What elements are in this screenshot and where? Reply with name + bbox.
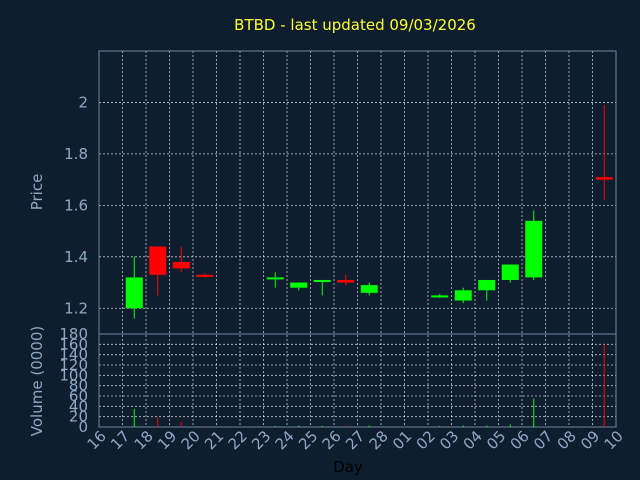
candle-body [172, 261, 190, 269]
candle-body [125, 277, 143, 309]
candle-body [454, 290, 472, 301]
candle-body [196, 274, 214, 277]
candle-body [290, 282, 308, 288]
x-tick-label: 21 [201, 427, 227, 453]
price-tick-label: 1.8 [64, 145, 88, 163]
price-tick-label: 1.4 [64, 248, 88, 266]
price-tick-label: 2 [78, 93, 88, 111]
candle-layer [125, 105, 613, 319]
volume-tick-label: 40 [69, 397, 88, 415]
x-tick-label: 08 [554, 427, 580, 453]
volume-tick-label: 180 [59, 325, 88, 343]
volume-tick-label: 80 [69, 377, 88, 395]
x-tick-label: 04 [460, 427, 486, 453]
x-tick-label: 19 [154, 427, 180, 453]
x-axis-label: Day [333, 458, 363, 476]
x-tick-label: 17 [107, 427, 133, 453]
candle-body [313, 279, 331, 282]
x-tick-label: 20 [178, 427, 204, 453]
candle-body [501, 264, 519, 280]
grid-layer [99, 51, 616, 428]
x-tick-label: 23 [248, 427, 274, 453]
candle-body [360, 285, 378, 293]
volume-layer [133, 344, 605, 427]
chart-title: BTBD - last updated 09/03/2026 [234, 16, 476, 34]
x-tick-label: 06 [507, 427, 533, 453]
x-tick-label: 24 [272, 427, 298, 453]
volume-tick-label: 140 [59, 346, 88, 364]
candle-body [431, 295, 449, 298]
candle-body [525, 220, 543, 278]
candle-body [478, 279, 496, 291]
x-tick-label: 25 [295, 427, 321, 453]
volume-axis-label: Volume (0000) [28, 326, 46, 436]
x-tick-label: 22 [225, 427, 251, 453]
volume-tick-label: 120 [59, 356, 88, 374]
x-tick-label: 09 [577, 427, 603, 453]
x-tick-label: 26 [319, 427, 345, 453]
candle-body [337, 279, 355, 283]
x-tick-label: 07 [530, 427, 556, 453]
x-tick-label: 05 [483, 427, 509, 453]
x-tick-label: 27 [342, 427, 368, 453]
frame-layer [98, 50, 617, 428]
volume-panel-frame [98, 333, 617, 428]
candle-body [595, 177, 613, 180]
volume-tick-label: 100 [59, 366, 88, 384]
x-tick-label: 01 [389, 427, 415, 453]
volume-tick-label: 60 [69, 387, 88, 405]
volume-tick-label: 160 [59, 335, 88, 353]
price-axis-label: Price [28, 174, 46, 211]
volume-tick-label: 20 [69, 408, 88, 426]
x-tick-label: 02 [413, 427, 439, 453]
x-tick-label: 18 [131, 427, 157, 453]
candle-body [149, 246, 167, 275]
x-tick-label: 10 [601, 427, 627, 453]
volume-tick-label: 0 [78, 418, 88, 436]
candle-body [266, 277, 284, 280]
price-tick-label: 1.2 [64, 299, 88, 317]
price-tick-label: 1.6 [64, 196, 88, 214]
x-tick-label: 28 [366, 427, 392, 453]
x-tick-label: 03 [436, 427, 462, 453]
